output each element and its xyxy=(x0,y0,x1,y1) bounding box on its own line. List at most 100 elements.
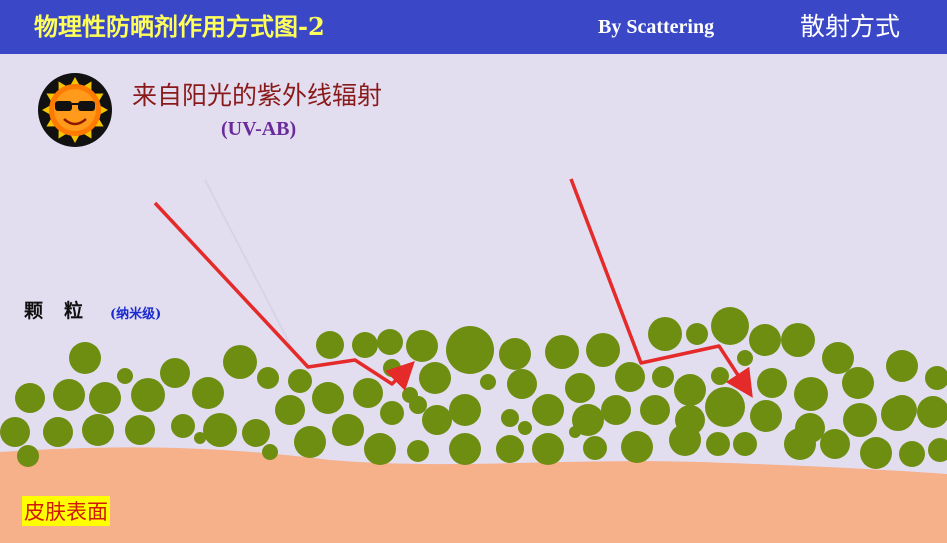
nanoparticle xyxy=(757,368,787,398)
uv-ray-right xyxy=(569,178,753,398)
nanoparticle xyxy=(565,373,595,403)
nanoparticle xyxy=(501,409,519,427)
nanoparticle xyxy=(569,426,581,438)
nanoparticle xyxy=(842,367,874,399)
nanoparticle xyxy=(860,437,892,469)
nanoparticle xyxy=(422,405,452,435)
nanoparticle xyxy=(480,374,496,390)
nanoparticle xyxy=(794,377,828,411)
nanoparticle xyxy=(737,350,753,366)
particle-size-note: (纳米级) xyxy=(110,307,162,322)
nanoparticle xyxy=(192,377,224,409)
nanoparticle xyxy=(583,436,607,460)
nanoparticle xyxy=(669,424,701,456)
nanoparticle xyxy=(507,369,537,399)
nanoparticle xyxy=(288,369,312,393)
sun-with-sunglasses-icon xyxy=(38,73,112,147)
page-title: 物理性防晒剂作用方式图-2 xyxy=(34,12,325,41)
nanoparticle xyxy=(257,367,279,389)
nanoparticle xyxy=(621,431,653,463)
nanoparticle xyxy=(17,445,39,467)
nanoparticle-layer xyxy=(0,307,947,469)
uv-ab-label: (UV-AB) xyxy=(221,118,297,140)
nanoparticle xyxy=(886,350,918,382)
nanoparticle xyxy=(532,394,564,426)
nanoparticle xyxy=(648,317,682,351)
nanoparticle xyxy=(364,433,396,465)
nanoparticle xyxy=(294,426,326,458)
nanoparticle xyxy=(0,417,30,447)
nanoparticle xyxy=(446,326,494,374)
nanoparticle xyxy=(820,429,850,459)
nanoparticle xyxy=(15,383,45,413)
nanoparticle xyxy=(69,342,101,374)
nanoparticle xyxy=(203,413,237,447)
nanoparticle xyxy=(518,421,532,435)
nanoparticle xyxy=(711,307,749,345)
nanoparticle xyxy=(925,366,947,390)
nanoparticle xyxy=(545,335,579,369)
nanoparticle xyxy=(449,433,481,465)
nanoparticle xyxy=(449,394,481,426)
nanoparticle xyxy=(899,441,925,467)
faint-light-streak xyxy=(204,179,293,349)
nanoparticle xyxy=(242,419,270,447)
nanoparticle xyxy=(352,332,378,358)
nanoparticle xyxy=(928,438,947,462)
nanoparticle xyxy=(917,396,947,428)
nanoparticle xyxy=(640,395,670,425)
nanoparticle xyxy=(89,382,121,414)
nanoparticle xyxy=(419,362,451,394)
nanoparticle xyxy=(125,415,155,445)
skin-surface xyxy=(0,447,947,543)
nanoparticle xyxy=(160,358,190,388)
nanoparticle xyxy=(407,440,429,462)
nanoparticle xyxy=(532,433,564,465)
nanoparticle xyxy=(749,324,781,356)
nanoparticle xyxy=(705,387,745,427)
nanoparticle xyxy=(194,432,206,444)
nanoparticle xyxy=(586,333,620,367)
nanoparticle xyxy=(353,378,383,408)
nanoparticle xyxy=(262,444,278,460)
scattering-label-cn: 散射方式 xyxy=(800,12,901,41)
nanoparticle xyxy=(171,414,195,438)
uv-radiation-title: 来自阳光的紫外线辐射 xyxy=(132,81,383,110)
nanoparticle xyxy=(881,397,915,431)
nanoparticle xyxy=(711,367,729,385)
nanoparticle xyxy=(117,368,133,384)
nanoparticle xyxy=(406,330,438,362)
nanoparticle xyxy=(53,379,85,411)
particle-label: 颗 粒 xyxy=(24,300,85,322)
nanoparticle xyxy=(223,345,257,379)
nanoparticle xyxy=(496,435,524,463)
nanoparticle xyxy=(377,329,403,355)
nanoparticle xyxy=(572,404,604,436)
nanoparticle xyxy=(275,395,305,425)
uv-ray-left xyxy=(153,201,415,391)
nanoparticle xyxy=(383,359,401,377)
nanoparticle xyxy=(822,342,854,374)
scattering-label-en: By Scattering xyxy=(598,16,715,38)
skin-surface-label: 皮肤表面 xyxy=(22,496,110,526)
nanoparticle xyxy=(652,366,674,388)
title-bar: 物理性防晒剂作用方式图-2 By Scattering 散射方式 xyxy=(0,0,947,54)
nanoparticle xyxy=(409,396,427,414)
nanoparticle xyxy=(674,374,706,406)
nanoparticle xyxy=(706,432,730,456)
nanoparticle xyxy=(843,403,877,437)
nanoparticle xyxy=(686,323,708,345)
nanoparticle xyxy=(781,323,815,357)
nanoparticle xyxy=(316,331,344,359)
nanoparticle xyxy=(733,432,757,456)
nanoparticle xyxy=(82,414,114,446)
nanoparticle xyxy=(615,362,645,392)
nanoparticle xyxy=(332,414,364,446)
nanoparticle xyxy=(499,338,531,370)
nanoparticle xyxy=(750,400,782,432)
nanoparticle xyxy=(784,428,816,460)
nanoparticle xyxy=(380,401,404,425)
nanoparticle xyxy=(43,417,73,447)
